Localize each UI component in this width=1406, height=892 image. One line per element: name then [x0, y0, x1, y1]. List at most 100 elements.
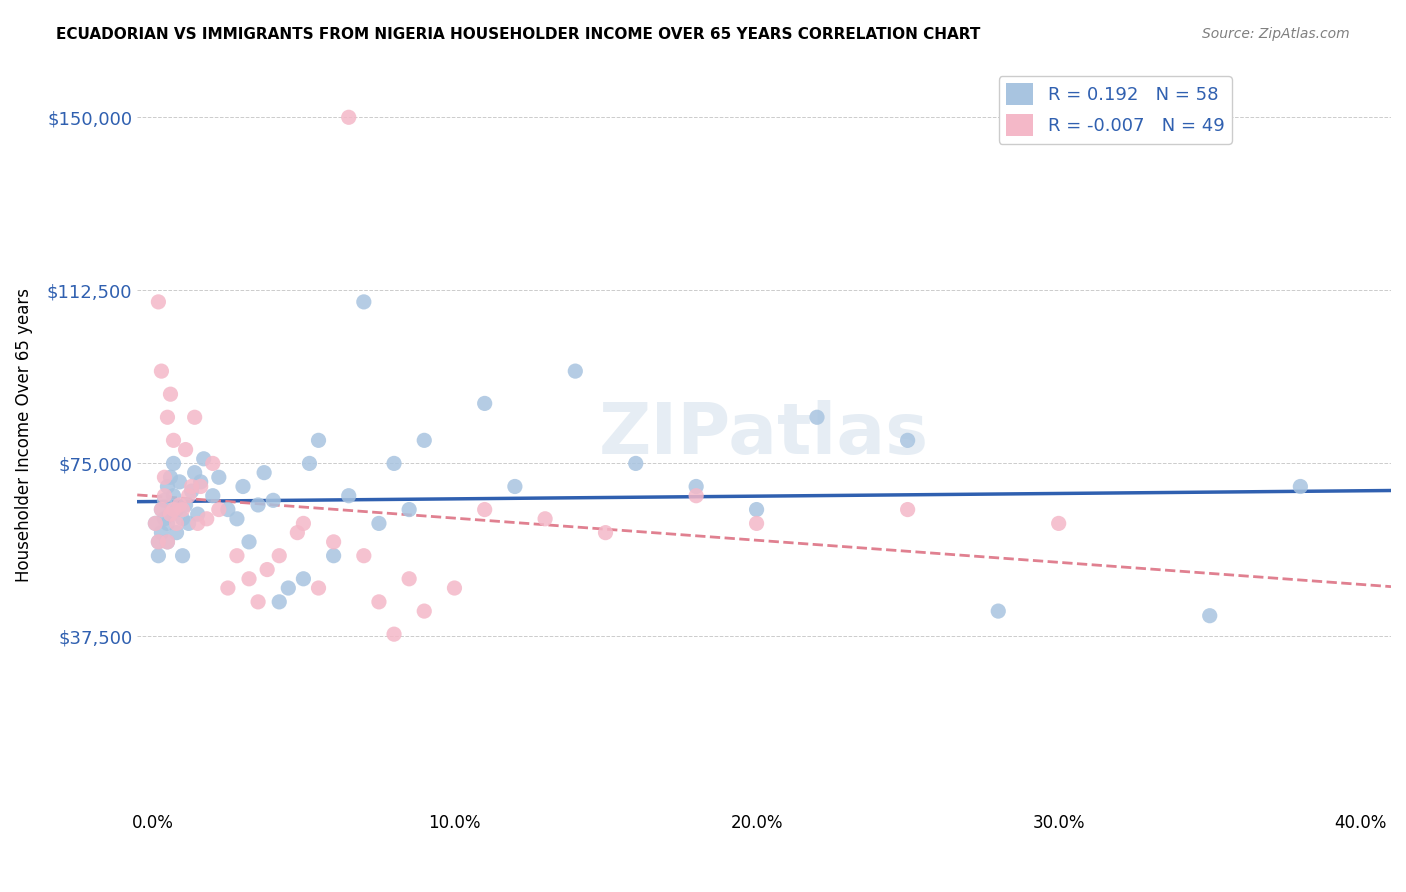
Point [247, 595, 270, 609]
Point [177, 489, 200, 503]
Point [443, 581, 465, 595]
Point [166, 502, 188, 516]
Point [353, 549, 375, 563]
Point [162, 434, 184, 448]
Point [156, 410, 179, 425]
Point [153, 489, 176, 503]
Point [745, 516, 768, 531]
Point [503, 479, 526, 493]
Point [153, 470, 176, 484]
Point [322, 534, 344, 549]
Point [277, 581, 299, 595]
Point [180, 479, 202, 493]
Point [190, 479, 212, 493]
Point [187, 516, 209, 531]
Point [564, 364, 586, 378]
Point [413, 604, 436, 618]
Text: Source: ZipAtlas.com: Source: ZipAtlas.com [1202, 27, 1350, 41]
Point [174, 442, 197, 457]
Point [1198, 608, 1220, 623]
Point [190, 475, 212, 489]
Point [159, 507, 181, 521]
Point [156, 479, 179, 493]
Point [156, 534, 179, 549]
Point [208, 502, 231, 516]
Point [153, 493, 176, 508]
Point [238, 534, 260, 549]
Point [368, 516, 391, 531]
Point [183, 410, 205, 425]
Point [269, 549, 291, 563]
Point [256, 563, 278, 577]
Point [262, 493, 284, 508]
Point [180, 484, 202, 499]
Point [201, 457, 224, 471]
Point [148, 534, 170, 549]
Point [162, 502, 184, 516]
Point [474, 502, 496, 516]
Point [292, 572, 315, 586]
Point [253, 466, 276, 480]
Point [685, 479, 707, 493]
Point [183, 466, 205, 480]
Point [897, 502, 920, 516]
Point [193, 451, 215, 466]
Point [413, 434, 436, 448]
Point [166, 516, 188, 531]
Point [150, 502, 173, 516]
Point [269, 595, 291, 609]
Point [806, 410, 828, 425]
Point [322, 549, 344, 563]
Point [150, 364, 173, 378]
Point [148, 534, 170, 549]
Point [187, 507, 209, 521]
Point [238, 572, 260, 586]
Point [1047, 516, 1070, 531]
Point [308, 581, 330, 595]
Point [172, 549, 194, 563]
Point [217, 581, 239, 595]
Point [159, 387, 181, 401]
Point [337, 489, 360, 503]
Point [897, 434, 920, 448]
Point [174, 498, 197, 512]
Text: ZIPatlas: ZIPatlas [599, 401, 929, 469]
Point [159, 507, 181, 521]
Point [353, 294, 375, 309]
Point [382, 457, 405, 471]
Point [1289, 479, 1312, 493]
Point [624, 457, 647, 471]
Point [166, 525, 188, 540]
Point [226, 512, 249, 526]
Point [398, 502, 420, 516]
Point [172, 502, 194, 516]
Point [285, 525, 308, 540]
Point [150, 502, 173, 516]
Legend: R = 0.192   N = 58, R = -0.007   N = 49: R = 0.192 N = 58, R = -0.007 N = 49 [998, 76, 1232, 144]
Point [162, 489, 184, 503]
Point [208, 470, 231, 484]
Point [153, 512, 176, 526]
Point [226, 549, 249, 563]
Point [169, 498, 191, 512]
Point [162, 457, 184, 471]
Point [745, 502, 768, 516]
Point [337, 110, 360, 124]
Point [172, 512, 194, 526]
Point [398, 572, 420, 586]
Point [987, 604, 1010, 618]
Point [148, 294, 170, 309]
Point [595, 525, 617, 540]
Point [156, 516, 179, 531]
Point [247, 498, 270, 512]
Point [368, 595, 391, 609]
Point [308, 434, 330, 448]
Point [217, 502, 239, 516]
Point [145, 516, 167, 531]
Point [148, 549, 170, 563]
Point [159, 470, 181, 484]
Point [156, 534, 179, 549]
Point [685, 489, 707, 503]
Point [292, 516, 315, 531]
Point [195, 512, 218, 526]
